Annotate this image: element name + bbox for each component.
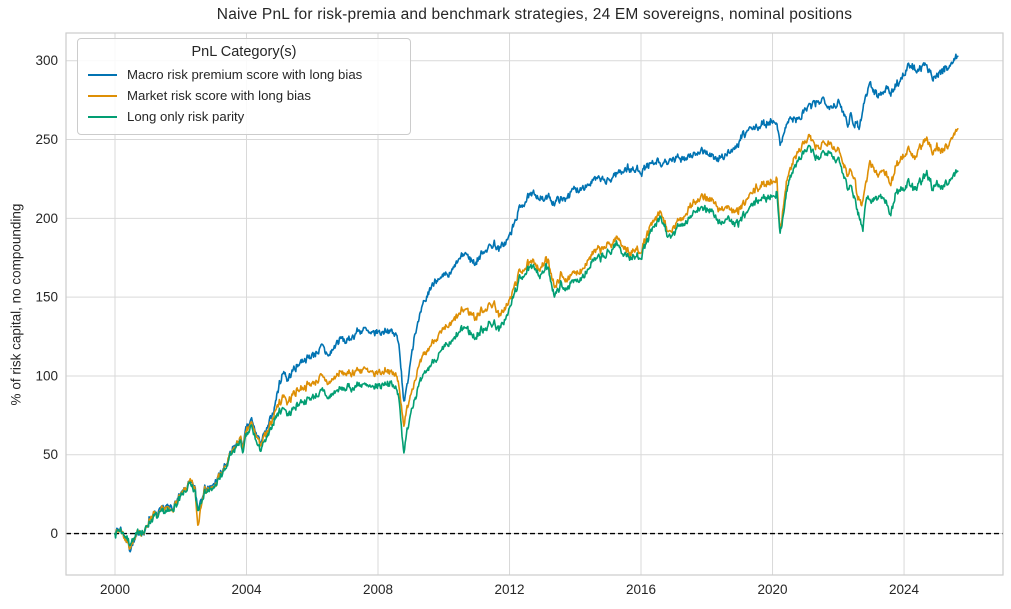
tick-labels: 2000 2004 2008 2012 2016 2020 2024 0 50 100 150 200… (35, 53, 919, 597)
legend-line-swatch (88, 73, 117, 76)
x-tick-label: 2012 (494, 582, 524, 597)
plot-border (65, 32, 1004, 576)
y-tick-label: 150 (35, 290, 58, 305)
y-tick-label: 50 (43, 447, 58, 462)
legend-item: Macro risk premium score with long bias (88, 64, 400, 85)
x-tick-label: 2020 (758, 582, 788, 597)
chart-title: Naive PnL for risk-premia and benchmark … (216, 6, 853, 23)
x-tick-label: 2004 (231, 582, 262, 597)
series-line-long-only-risk-parity (114, 144, 959, 547)
legend-line-swatch (88, 94, 117, 97)
legend-item: Long only risk parity (88, 106, 400, 127)
legend-box: PnL Category(s) Macro risk premium score… (77, 38, 411, 135)
x-tick-label: 2016 (626, 582, 656, 597)
x-tick-label: 2008 (363, 582, 393, 597)
x-tick-label: 2000 (100, 582, 130, 597)
x-tick-label: 2024 (889, 582, 920, 597)
y-tick-label: 200 (35, 211, 58, 226)
legend-label: Macro risk premium score with long bias (127, 67, 363, 82)
legend-item: Market risk score with long bias (88, 85, 400, 106)
y-tick-label: 0 (50, 526, 58, 541)
y-tick-label: 100 (35, 368, 58, 383)
series-line-market-risk-score-with-long-bias (114, 128, 959, 550)
y-axis-label: % of risk capital, no compounding (8, 203, 24, 406)
legend-line-swatch (88, 115, 117, 118)
y-tick-label: 250 (35, 132, 58, 147)
y-tick-label: 300 (35, 53, 58, 68)
legend-label: Market risk score with long bias (127, 88, 311, 103)
legend-label: Long only risk parity (127, 109, 245, 124)
legend-title: PnL Category(s) (191, 44, 297, 60)
